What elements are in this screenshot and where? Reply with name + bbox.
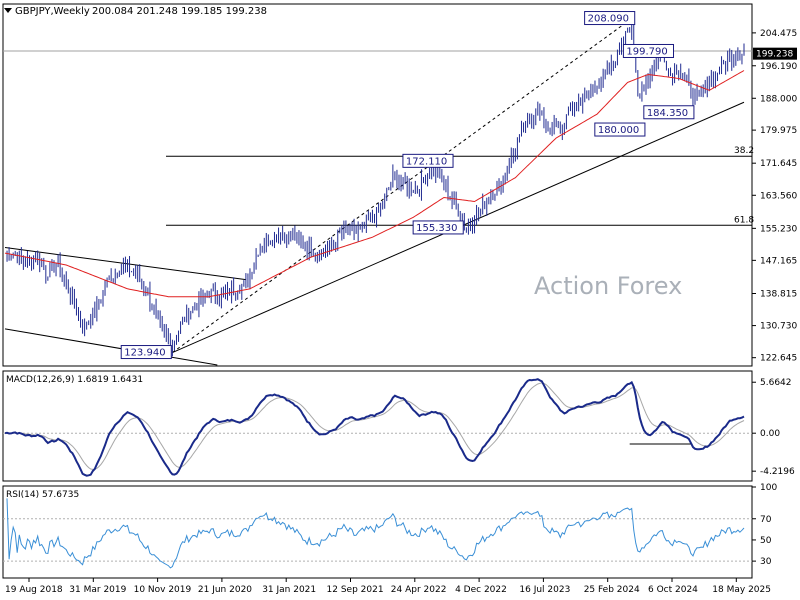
rsi-y-tick-label: 30	[760, 557, 772, 567]
watermark: Action Forex	[534, 272, 682, 300]
last-price-label: 199.238	[756, 50, 793, 60]
price-annotation-box	[584, 11, 636, 26]
price-y-tick-label: 179.975	[760, 126, 797, 136]
rsi-panel	[2, 485, 753, 579]
x-tick-label: 4 Dec 2022	[455, 585, 507, 595]
price-y-tick-label: 188.000	[760, 94, 797, 104]
price-y-tick-label: 171.645	[760, 159, 797, 169]
macd-y-tick-label: 0.00	[760, 429, 780, 439]
macd-panel	[2, 370, 753, 482]
dashed-projection-line	[172, 18, 633, 353]
price-annotation-box	[622, 43, 675, 58]
rsi-y-tick-label: 70	[760, 515, 772, 525]
rsi-y-tick-label: 100	[760, 483, 777, 493]
x-tick-label: 18 May 2025	[712, 585, 771, 595]
price-annotations: 208.090 199.790 184.350 180.000 172.110 155.3…	[120, 11, 695, 360]
price-annotation-box	[412, 220, 464, 235]
price-y-tick-label: 122.645	[760, 354, 797, 364]
x-tick-label: 24 Apr 2022	[391, 585, 447, 595]
macd-title: MACD(12,26,9) 1.6819 1.6431	[6, 375, 143, 385]
price-annotation-label: 155.330	[416, 223, 457, 234]
rsi-guides: 100 70 50 30	[3, 483, 777, 567]
price-y-tick-label: 147.165	[760, 256, 797, 266]
price-y-tick-label: 155.230	[760, 224, 797, 234]
price-annotation-label: 172.110	[406, 156, 447, 167]
ohlc-values: 200.084 201.248 199.185 199.238	[92, 6, 267, 17]
last-price-tag	[753, 47, 797, 60]
x-tick-label: 19 Aug 2018	[5, 585, 63, 595]
price-annotation-label: 199.790	[626, 46, 667, 57]
x-tick-label: 25 Feb 2024	[584, 585, 640, 595]
x-tick-label: 21 Jun 2020	[198, 585, 252, 595]
x-tick-label: 6 Oct 2024	[648, 585, 698, 595]
price-annotation-label: 184.350	[647, 108, 688, 119]
macd-main-line	[4, 378, 745, 477]
x-tick-label: 10 Nov 2019	[134, 585, 192, 595]
rsi-line	[6, 498, 745, 569]
symbol-label: GBPJPY,Weekly	[15, 6, 90, 17]
price-annotation-box	[402, 153, 454, 168]
macd-y-tick-label: -4.2196	[760, 467, 795, 477]
price-annotation-box	[120, 345, 172, 360]
dropdown-triangle-icon[interactable]	[4, 8, 12, 13]
price-y-tick-label: 196.190	[760, 62, 797, 72]
price-y-tick-label: 130.730	[760, 322, 797, 332]
x-tick-label: 16 Jul 2023	[519, 585, 570, 595]
x-tick-label: 31 Jan 2021	[262, 585, 316, 595]
price-annotation-label: 123.940	[124, 348, 165, 359]
channel-lower-line	[4, 328, 218, 366]
rsi-y-tick-label: 50	[760, 536, 772, 546]
price-y-tick-label: 204.475	[760, 29, 797, 39]
price-candles	[6, 20, 745, 357]
price-annotation-box	[594, 122, 646, 137]
price-panel	[2, 3, 753, 367]
fib-level-label: 61.8	[734, 215, 754, 225]
macd-y-tick-label: 5.6642	[760, 378, 792, 388]
x-tick-label: 12 Sep 2021	[327, 585, 384, 595]
price-annotation-label: 180.000	[598, 125, 639, 136]
macd-guides: 5.6642 0.00 -4.2196	[3, 378, 795, 477]
price-y-tick-label: 163.560	[760, 191, 797, 201]
rsi-title: RSI(14) 57.6735	[6, 490, 79, 500]
price-y-axis: 204.475 196.190 188.000 179.975 171.645 163.5…	[752, 29, 797, 364]
fib-level-label: 38.2	[734, 146, 754, 156]
price-y-tick-label: 138.815	[760, 289, 797, 299]
x-axis: 19 Aug 2018 31 Mar 2019 10 Nov 2019 21 Jun …	[5, 578, 771, 595]
price-annotation-box	[643, 105, 695, 120]
price-annotation-label: 208.090	[588, 14, 629, 25]
moving-average-line	[4, 70, 745, 298]
x-tick-label: 31 Mar 2019	[69, 585, 126, 595]
